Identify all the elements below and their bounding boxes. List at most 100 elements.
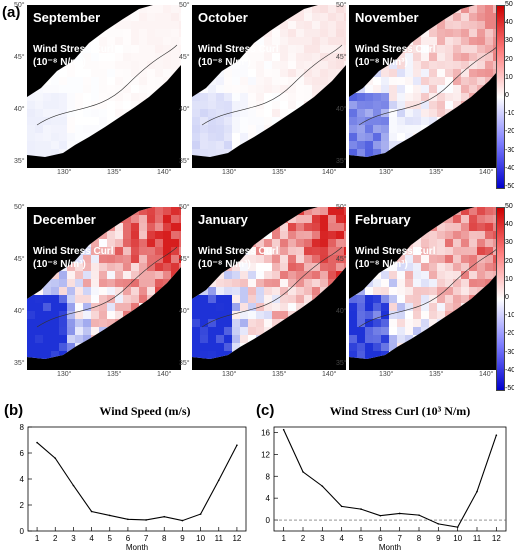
lat-tick-label: 45° bbox=[336, 256, 347, 263]
colorbar-tick-label: -30 bbox=[505, 146, 514, 154]
colorbar-tick-label: 10 bbox=[505, 73, 513, 81]
data-point bbox=[36, 441, 38, 444]
map-panel-october: October Wind Stress Curl (10⁻⁸ N/m³) bbox=[192, 5, 346, 168]
x-tick-label: 5 bbox=[108, 534, 113, 543]
lat-tick-label: 50° bbox=[179, 204, 190, 211]
panel-label-a: (a) bbox=[2, 4, 21, 21]
map-quantity-label: Wind Stress Curl (10⁻⁸ N/m³) bbox=[33, 245, 113, 271]
x-tick-label: 10 bbox=[453, 534, 462, 543]
lat-tick-label: 35° bbox=[14, 158, 25, 165]
data-point bbox=[302, 471, 304, 473]
quantity-name: Wind Stress Curl bbox=[198, 44, 279, 55]
colorbar-tick-label: -40 bbox=[505, 366, 514, 374]
colorbar-tick-label: 30 bbox=[505, 37, 513, 45]
data-point bbox=[282, 428, 285, 431]
data-point bbox=[199, 513, 202, 515]
colorbar bbox=[496, 5, 505, 189]
lon-tick-label: 135° bbox=[429, 371, 444, 378]
data-point bbox=[127, 518, 129, 521]
wind-speed-title: Wind Speed (m/s) bbox=[99, 404, 191, 418]
data-point bbox=[379, 514, 382, 517]
colorbar-tick-label: -50 bbox=[505, 385, 514, 392]
lat-tick-label: 45° bbox=[179, 54, 190, 61]
quantity-unit: (10⁻⁸ N/m³) bbox=[198, 259, 251, 270]
x-tick-label: 12 bbox=[232, 534, 241, 543]
y-tick-label: 4 bbox=[266, 494, 271, 503]
lat-tick-label: 40° bbox=[336, 308, 347, 315]
map-month-label: November bbox=[355, 10, 419, 25]
data-point bbox=[456, 526, 459, 528]
colorbar-tick-label: -30 bbox=[505, 348, 514, 356]
lon-tick-label: 130° bbox=[57, 371, 72, 378]
quantity-name: Wind Stress Curl bbox=[355, 44, 436, 55]
colorbar-tick-label: 20 bbox=[505, 55, 513, 63]
x-tick-label: 11 bbox=[473, 534, 482, 543]
lon-tick-label: 135° bbox=[107, 371, 122, 378]
data-point bbox=[108, 514, 111, 517]
data-point bbox=[72, 484, 75, 487]
map-panel-november: November Wind Stress Curl (10⁻⁸ N/m³) bbox=[349, 5, 503, 168]
x-tick-label: 1 bbox=[281, 534, 286, 543]
colorbar-tick-label: 0 bbox=[505, 294, 509, 301]
map-month-label: December bbox=[33, 212, 96, 227]
lon-tick-label: 140° bbox=[479, 169, 494, 176]
quantity-unit: (10⁻⁸ N/m³) bbox=[33, 259, 86, 270]
lat-tick-label: 40° bbox=[14, 308, 25, 315]
x-tick-label: 7 bbox=[144, 534, 149, 543]
lon-tick-label: 130° bbox=[222, 371, 237, 378]
map-quantity-label: Wind Stress Curl (10⁻⁸ N/m³) bbox=[198, 43, 278, 69]
quantity-name: Wind Stress Curl bbox=[33, 44, 114, 55]
quantity-unit: (10⁻⁸ N/m³) bbox=[198, 57, 251, 68]
colorbar-tick-label: 40 bbox=[505, 19, 513, 27]
data-point bbox=[145, 519, 147, 521]
lat-tick-label: 40° bbox=[179, 308, 190, 315]
colorbar-tick-label: -10 bbox=[505, 110, 514, 118]
lon-tick-label: 140° bbox=[157, 371, 172, 378]
y-tick-label: 0 bbox=[20, 527, 25, 536]
lat-tick-label: 40° bbox=[336, 106, 347, 113]
data-series-line bbox=[283, 429, 497, 528]
y-tick-label: 8 bbox=[20, 423, 25, 432]
x-tick-label: 3 bbox=[320, 534, 325, 543]
lon-tick-label: 140° bbox=[322, 169, 337, 176]
x-tick-label: 4 bbox=[89, 534, 94, 543]
data-series-line bbox=[36, 442, 238, 522]
lon-tick-label: 135° bbox=[272, 371, 287, 378]
lon-tick-label: 140° bbox=[322, 371, 337, 378]
lat-tick-label: 40° bbox=[14, 106, 25, 113]
lat-tick-label: 50° bbox=[336, 2, 347, 9]
x-tick-label: 10 bbox=[196, 534, 205, 543]
map-month-label: September bbox=[33, 10, 101, 25]
x-tick-label: 2 bbox=[301, 534, 306, 543]
lon-tick-label: 130° bbox=[222, 169, 237, 176]
lat-tick-label: 50° bbox=[14, 2, 25, 9]
data-point bbox=[360, 508, 362, 510]
y-tick-label: 16 bbox=[261, 428, 270, 437]
quantity-unit: (10⁻⁸ N/m³) bbox=[355, 57, 408, 68]
data-point bbox=[181, 519, 184, 522]
y-tick-label: 0 bbox=[266, 516, 271, 525]
lat-tick-label: 40° bbox=[179, 106, 190, 113]
lat-tick-label: 35° bbox=[14, 360, 25, 367]
colorbar bbox=[496, 207, 505, 391]
lat-tick-label: 35° bbox=[179, 158, 190, 165]
map-quantity-label: Wind Stress Curl (10⁻⁸ N/m³) bbox=[198, 245, 278, 271]
map-quantity-label: Wind Stress Curl (10⁻⁸ N/m³) bbox=[355, 245, 435, 271]
y-tick-label: 2 bbox=[20, 501, 25, 510]
data-point bbox=[398, 512, 401, 515]
x-tick-label: 6 bbox=[126, 534, 131, 543]
y-tick-label: 6 bbox=[20, 449, 25, 458]
data-point bbox=[90, 510, 93, 513]
map-month-label: January bbox=[198, 212, 248, 227]
map-month-label: October bbox=[198, 10, 248, 25]
wind-stress-curl-title: Wind Stress Curl (10³ N/m) bbox=[329, 404, 471, 418]
x-tick-label: 7 bbox=[397, 534, 402, 543]
x-tick-label: 11 bbox=[215, 534, 224, 543]
x-tick-label: 8 bbox=[417, 534, 422, 543]
colorbar-tick-label: 50 bbox=[505, 203, 513, 210]
colorbar-tick-label: 10 bbox=[505, 275, 513, 283]
data-point bbox=[321, 485, 324, 487]
y-tick-label: 12 bbox=[261, 450, 270, 459]
